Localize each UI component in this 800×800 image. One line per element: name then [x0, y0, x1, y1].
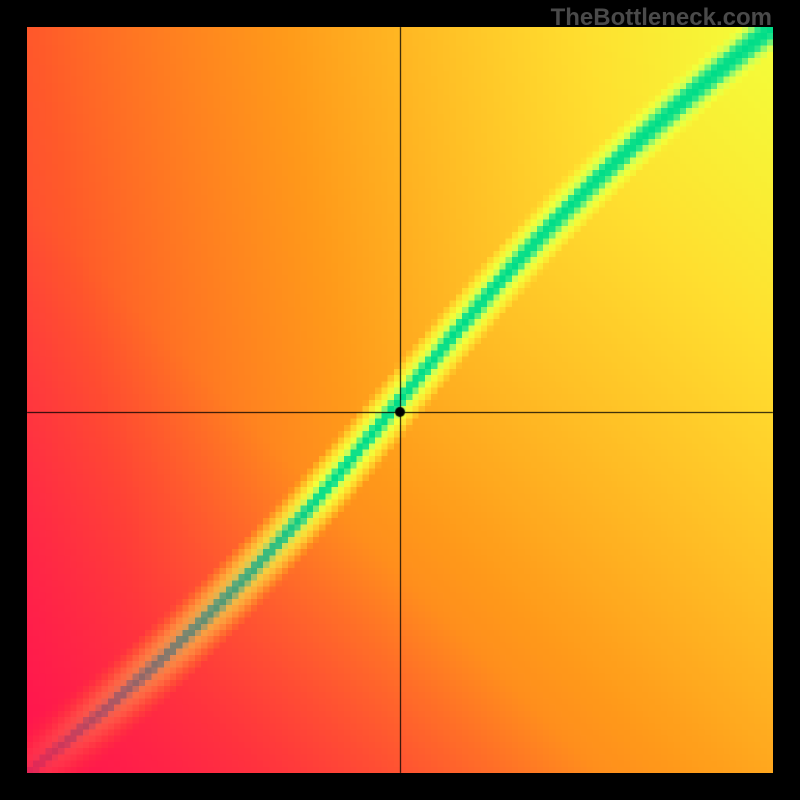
crosshair-overlay: [0, 0, 800, 800]
chart-container: TheBottleneck.com: [0, 0, 800, 800]
